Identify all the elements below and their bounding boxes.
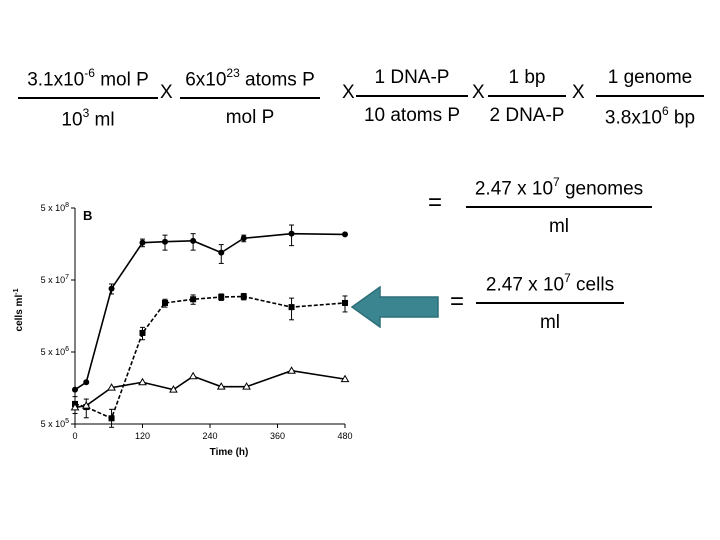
data-point-circle xyxy=(240,235,247,242)
times-sign-1: X xyxy=(160,82,173,103)
data-point-triangle xyxy=(188,371,198,380)
data-point-circle xyxy=(162,238,168,245)
fraction-3-bar xyxy=(356,95,468,97)
times-sign-3: X xyxy=(472,82,485,103)
fraction-2-numerator: 6x1023 atoms P xyxy=(185,66,315,91)
data-point-triangle xyxy=(81,401,91,409)
data-point-triangle xyxy=(216,382,226,390)
x-tick-label: 0 xyxy=(72,431,77,441)
result-genomes-denominator: ml xyxy=(548,215,570,237)
series-1-line xyxy=(74,232,346,391)
data-point-triangle xyxy=(287,366,296,374)
chart-series xyxy=(70,224,350,428)
series-2-line xyxy=(74,295,346,420)
fraction-1-denominator: 103 ml xyxy=(61,105,115,131)
pointer-arrow-icon xyxy=(350,286,439,328)
fraction-3: 1 DNA-P 10 atoms P xyxy=(356,67,468,127)
data-point-square xyxy=(342,299,348,306)
y-tick-label: 5 x 105 xyxy=(41,418,70,429)
series-3 xyxy=(70,366,350,411)
fraction-4: 1 bp 2 DNA-P xyxy=(488,67,566,127)
panel-label: B xyxy=(83,208,92,223)
data-point-triangle xyxy=(107,383,116,391)
fraction-1-bar xyxy=(18,97,158,99)
fraction-1: 3.1x10-6 mol P 103 ml xyxy=(18,66,158,131)
x-tick-label: 120 xyxy=(135,431,150,441)
equals-sign-1: = xyxy=(428,189,443,216)
data-point-circle xyxy=(72,386,78,393)
fraction-2-bar xyxy=(180,97,320,99)
result-genomes-numerator: 2.47 x 107 genomes xyxy=(474,175,644,200)
y-tick-label: 5 x 107 xyxy=(41,274,70,285)
fraction-3-numerator: 1 DNA-P xyxy=(374,67,450,88)
fraction-1-numerator: 3.1x10-6 mol P xyxy=(27,66,149,91)
data-point-triangle xyxy=(242,382,251,390)
times-sign-4: X xyxy=(572,82,585,103)
times-sign-2: X xyxy=(342,82,355,103)
data-point-triangle xyxy=(70,402,80,411)
series-2 xyxy=(72,292,348,428)
y-tick-label: 5 x 108 xyxy=(41,202,70,213)
data-point-square xyxy=(190,296,197,303)
x-tick-label: 240 xyxy=(202,431,217,441)
chart-axes: 5 x 105 5 x 106 5 x 107 5 x 108 0 120 240 360 48… xyxy=(41,202,353,441)
data-point-circle xyxy=(83,379,90,386)
result-cells-bar xyxy=(476,302,624,304)
y-axis-label: cells ml-1 xyxy=(13,288,25,331)
data-point-triangle xyxy=(169,385,178,393)
x-axis-label: Time (h) xyxy=(210,447,249,458)
fraction-5: 1 genome 3.8x106 bp xyxy=(596,67,704,129)
equals-sign-2: = xyxy=(450,288,465,315)
fraction-5-bar xyxy=(596,95,704,97)
x-tick-label: 480 xyxy=(337,431,352,441)
series-1 xyxy=(72,224,348,393)
growth-chart: 5 x 105 5 x 106 5 x 107 5 x 108 0 120 240 360 48… xyxy=(13,202,353,458)
fraction-4-bar xyxy=(488,95,566,97)
fraction-5-numerator: 1 genome xyxy=(607,67,693,88)
fraction-2: 6x1023 atoms P mol P xyxy=(180,66,320,129)
data-point-square xyxy=(240,293,247,300)
data-point-triangle xyxy=(340,374,350,383)
result-genomes-bar xyxy=(466,206,652,208)
result-cells-fraction: 2.47 x 107 cells ml xyxy=(476,271,624,334)
data-point-triangle xyxy=(138,377,147,386)
fraction-2-denominator: mol P xyxy=(225,106,275,128)
data-point-circle xyxy=(108,285,115,292)
data-point-circle xyxy=(218,249,225,256)
data-point-square xyxy=(108,415,115,422)
fraction-4-numerator: 1 bp xyxy=(508,67,546,88)
data-point-circle xyxy=(139,239,146,246)
x-tick-label: 360 xyxy=(270,431,285,441)
data-point-circle xyxy=(342,231,348,238)
data-point-circle xyxy=(288,230,295,237)
data-point-square xyxy=(288,304,295,311)
data-point-square xyxy=(218,294,225,301)
fraction-4-denominator: 2 DNA-P xyxy=(489,104,565,126)
series-3-line xyxy=(74,369,346,409)
result-cells-denominator: ml xyxy=(539,311,561,333)
fraction-5-denominator: 3.8x106 bp xyxy=(604,103,696,128)
data-point-circle xyxy=(190,237,197,244)
fraction-3-denominator: 10 atoms P xyxy=(363,104,461,126)
y-tick-label: 5 x 106 xyxy=(41,346,70,357)
result-genomes-fraction: 2.47 x 107 genomes ml xyxy=(466,175,652,238)
result-cells-numerator: 2.47 x 107 cells xyxy=(485,271,615,296)
data-point-square xyxy=(162,299,168,306)
data-point-square xyxy=(139,329,146,336)
